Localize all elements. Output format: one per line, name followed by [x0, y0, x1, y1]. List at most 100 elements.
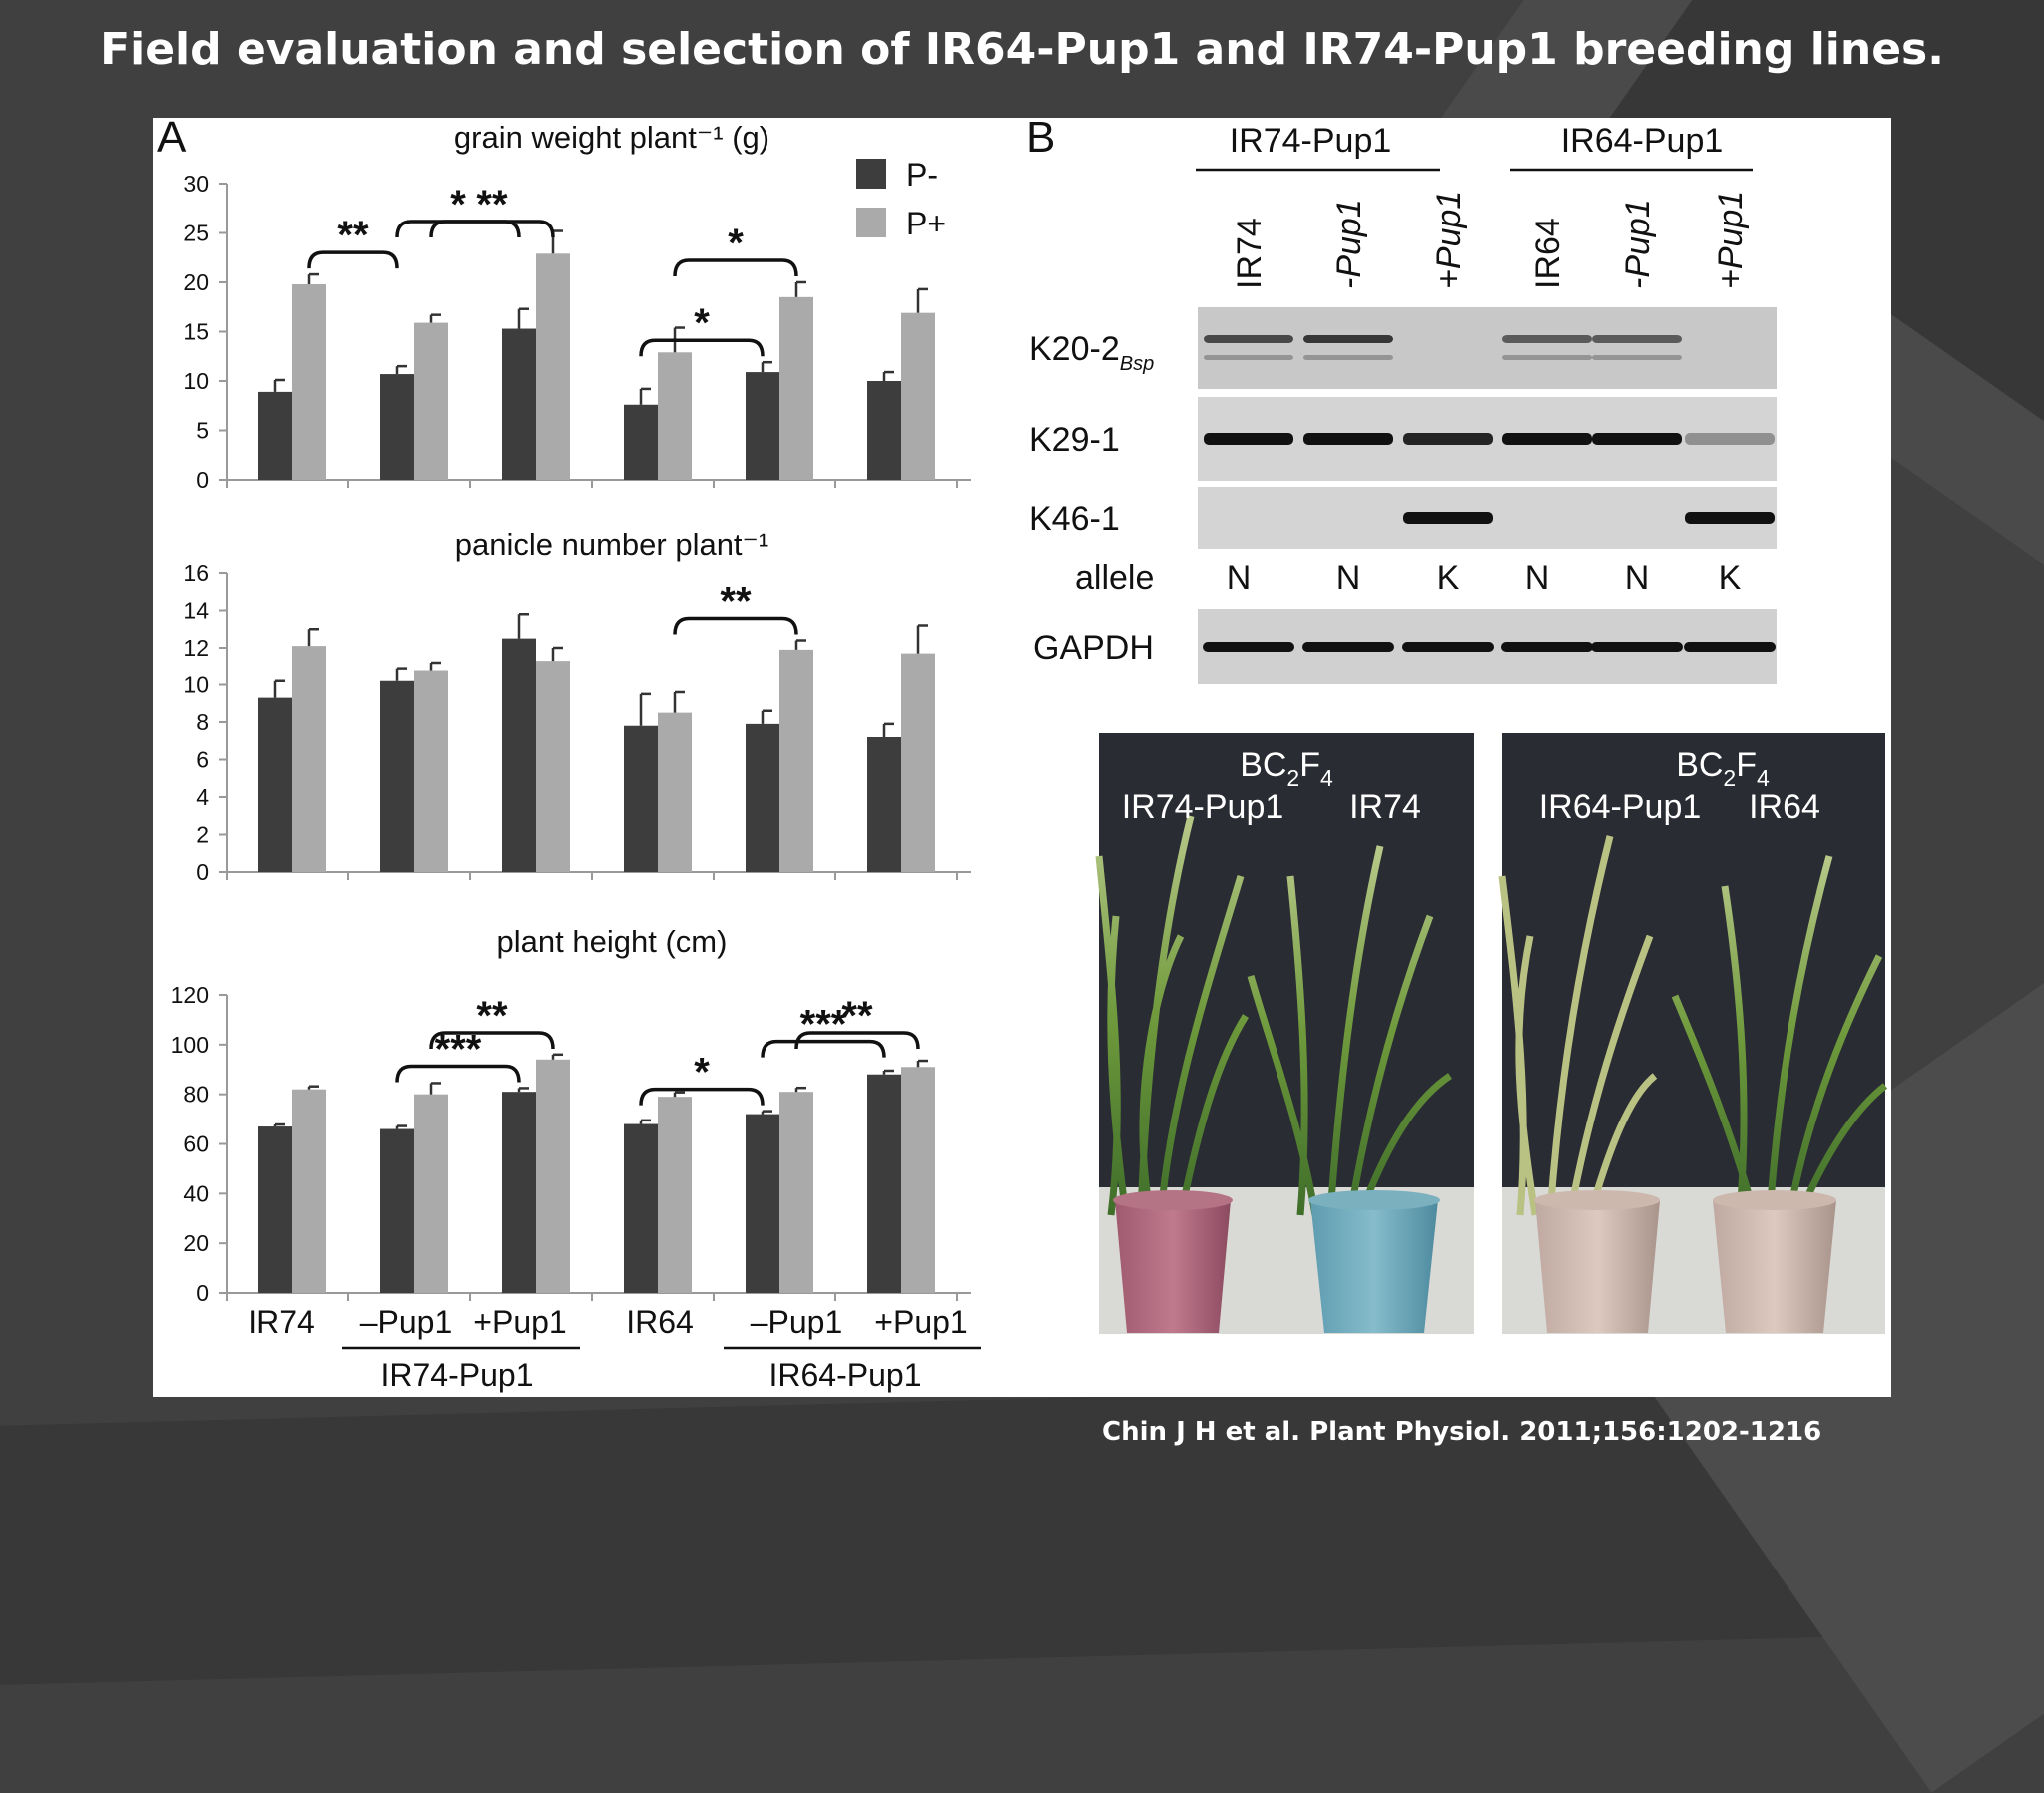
bar-p-minus — [624, 725, 658, 872]
bar-p-minus — [502, 1092, 536, 1293]
plant-leaves — [1095, 815, 1249, 1216]
plant-photo: BC2F4 IR64-Pup1 IR64 — [1498, 733, 1888, 1334]
category-label: +Pup1 — [874, 1304, 967, 1340]
bar-p-plus — [536, 661, 570, 872]
gel-row: GAPDH — [1033, 609, 1777, 684]
plant-photo: BC2F4 IR74-Pup1 IR74 — [1095, 733, 1474, 1334]
pot — [1535, 1200, 1660, 1333]
y-tick-label: 12 — [183, 635, 209, 661]
bar-p-plus — [292, 283, 326, 480]
background-band — [0, 1363, 2044, 1690]
gel-band — [1303, 433, 1393, 445]
allele-value: N — [1227, 559, 1252, 597]
generation-label: BC2F4 — [1240, 746, 1333, 791]
gel-band — [1403, 512, 1493, 524]
gel-row: K20-2Bsp — [1029, 307, 1777, 389]
bar-chart: grain weight plant⁻¹ (g)051015202530****… — [183, 120, 971, 493]
marker-label: GAPDH — [1033, 629, 1154, 667]
lane-label: +Pup1 — [1712, 191, 1750, 289]
bar-chart: panicle number plant⁻¹ 0 2 4 6 8 10 12 14 16 ** — [183, 527, 971, 885]
significance-stars: ** — [476, 183, 508, 226]
category-label: IR74 — [248, 1304, 315, 1340]
group-header: IR74-Pup1 — [1230, 122, 1392, 160]
chart-title: panicle number plant⁻¹ — [455, 527, 768, 562]
bracket-line — [639, 338, 765, 357]
y-tick-label: 30 — [183, 171, 209, 197]
y-tick-label: 20 — [183, 269, 209, 295]
significance-bracket: *** — [761, 1003, 886, 1058]
bracket-line — [761, 1039, 886, 1058]
y-tick-label: 80 — [183, 1082, 209, 1108]
bar-p-plus — [292, 1089, 326, 1293]
slide-title: Field evaluation and selection of IR64-P… — [100, 24, 1944, 75]
pot-rim — [1308, 1190, 1440, 1210]
bar-p-minus — [380, 1128, 414, 1293]
bar-p-plus — [901, 653, 935, 872]
legend-label-p-minus: P- — [906, 157, 938, 193]
significance-bracket: ** — [794, 994, 920, 1050]
bar-p-plus — [414, 322, 448, 480]
chart-title: grain weight plant⁻¹ (g) — [454, 120, 769, 155]
lane-label: +Pup1 — [1430, 191, 1468, 289]
bar-p-plus — [414, 670, 448, 872]
y-tick-label: 4 — [196, 784, 209, 810]
y-tick-label: 14 — [183, 598, 209, 624]
allele-row: allele N N K N N K — [1075, 559, 1742, 597]
pot — [1713, 1200, 1836, 1333]
lane-label: IR74 — [1231, 218, 1269, 289]
bar-p-plus — [414, 1094, 448, 1293]
bracket-line — [673, 616, 798, 635]
legend-swatch-p-plus — [856, 208, 886, 237]
significance-bracket: * — [639, 301, 765, 357]
bar-p-plus — [292, 646, 326, 872]
gel-background — [1198, 307, 1777, 389]
significance-stars: ** — [476, 994, 508, 1038]
y-tick-label: 6 — [196, 747, 209, 773]
significance-stars: ** — [841, 994, 873, 1038]
gel-band — [1502, 433, 1592, 445]
gel-band — [1592, 433, 1682, 445]
gel-band — [1303, 355, 1393, 360]
bar-p-plus — [536, 1059, 570, 1293]
legend-label-p-plus: P+ — [906, 206, 946, 241]
panel-a-label: A — [157, 118, 187, 162]
lane-label: IR64 — [1529, 218, 1567, 289]
bracket-line — [429, 1031, 555, 1050]
significance-stars: ** — [337, 214, 369, 257]
y-tick-label: 25 — [183, 221, 209, 246]
bar-p-plus — [901, 312, 935, 480]
photo-label-right: IR74 — [1349, 788, 1421, 826]
bar-p-minus — [380, 680, 414, 872]
y-tick-label: 60 — [183, 1131, 209, 1157]
figure-panel: A P- P+ grain weight plant⁻¹ (g) 0 5 10 15 20… — [153, 113, 1891, 1397]
bar-charts: grain weight plant⁻¹ (g)051015202530****… — [171, 120, 971, 1306]
allele-value: N — [1625, 559, 1650, 597]
bar-p-plus — [658, 712, 692, 872]
pot — [1310, 1200, 1438, 1333]
legend-swatch-p-minus — [856, 159, 886, 189]
lane-labels: IR74 -Pup1 +Pup1 IR64 -Pup1 +Pup1 — [1231, 191, 1750, 289]
bar-p-minus — [258, 391, 292, 480]
gel-band — [1591, 642, 1683, 652]
bar-p-minus — [502, 328, 536, 480]
bar-chart: plant height (cm)020406080100120********… — [171, 924, 971, 1306]
bar-p-plus — [779, 296, 813, 480]
allele-value: K — [1437, 559, 1460, 597]
legend: P- P+ — [856, 157, 946, 241]
significance-stars: * — [694, 1051, 710, 1095]
y-tick-label: 10 — [183, 672, 209, 698]
lane-label: -Pup1 — [1330, 199, 1368, 289]
gel-band — [1204, 355, 1293, 360]
significance-stars: * — [694, 301, 710, 345]
bar-p-minus — [380, 374, 414, 480]
marker-label: K29-1 — [1029, 421, 1120, 459]
photo-label-left: IR64-Pup1 — [1539, 788, 1702, 826]
y-tick-label: 8 — [196, 709, 209, 735]
y-tick-label: 0 — [196, 1280, 209, 1306]
bracket-line — [673, 258, 798, 277]
photo-label-left: IR74-Pup1 — [1122, 788, 1284, 826]
gel-band — [1685, 433, 1775, 445]
marker-label: K46-1 — [1029, 500, 1120, 538]
chart-title: plant height (cm) — [497, 924, 728, 959]
bar-p-minus — [258, 697, 292, 872]
